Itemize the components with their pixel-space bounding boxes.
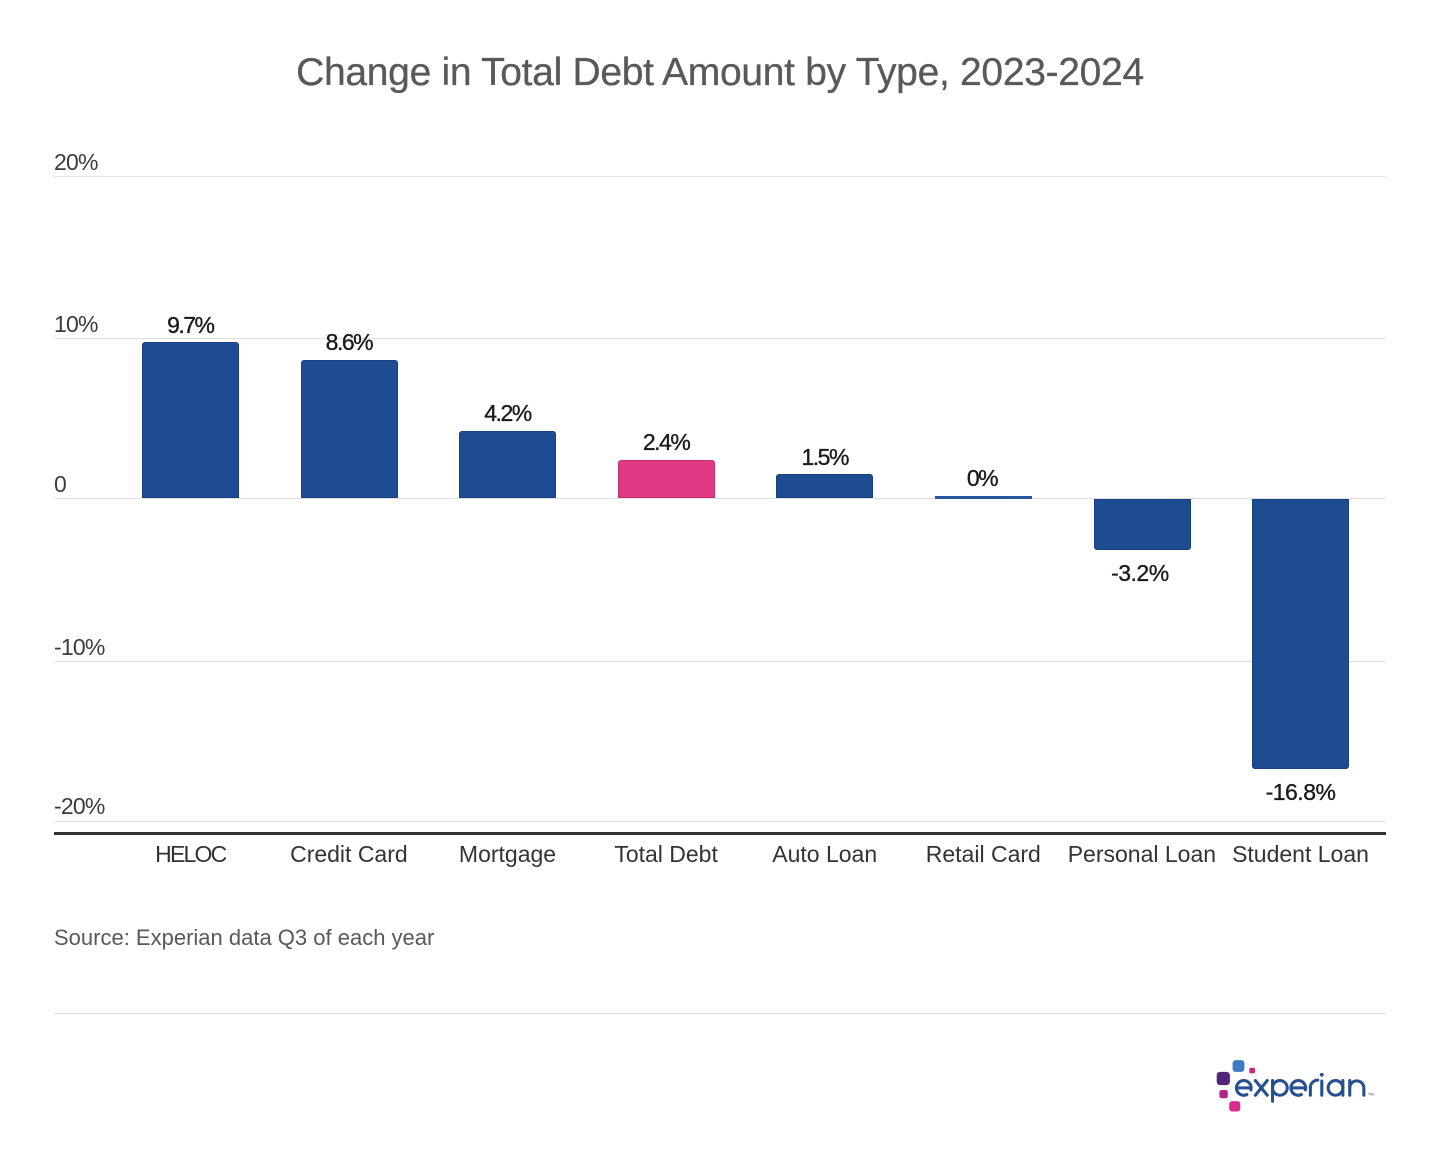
svg-text:TM: TM (1368, 1092, 1374, 1097)
